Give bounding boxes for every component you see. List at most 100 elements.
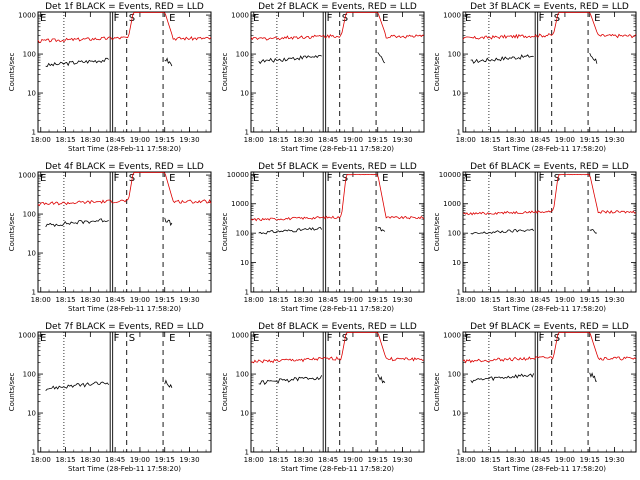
events-series-line (164, 379, 173, 388)
y-tick-label: 1000 (18, 12, 36, 20)
marker-label: E (169, 333, 175, 344)
plot-frame (37, 331, 212, 453)
marker-label: F (327, 333, 333, 344)
y-tick-label: 1000 (18, 172, 36, 180)
events-series-line (470, 373, 535, 384)
marker-label: S (554, 173, 560, 184)
y-tick-label: 1000 (231, 12, 249, 20)
events-series-line (258, 54, 322, 65)
x-axis-label: Start Time (28-Feb-11 17:58:20) (493, 305, 606, 313)
lld-series-line (37, 12, 212, 44)
panel-det-4f: Det 4f BLACK = Events, RED = LLD 1 10 100 10… (8, 162, 212, 313)
x-tick-label: 18:30 (505, 456, 525, 464)
lld-series-line (250, 332, 425, 364)
plot-frame (250, 11, 425, 133)
y-tick-label: 1000 (231, 200, 249, 208)
y-tick-label: 10 (452, 410, 461, 418)
y-tick-label: 1 (32, 129, 36, 137)
marker-label: F (539, 333, 545, 344)
x-tick-label: 18:00 (244, 136, 264, 144)
x-tick-label: 18:00 (456, 456, 476, 464)
x-tick-label: 18:45 (105, 296, 125, 304)
panel-title: Det 5f BLACK = Events, RED = LLD (258, 162, 417, 172)
events-series-line (45, 57, 109, 67)
marker-label: E (382, 173, 388, 184)
panel-det-3f: Det 3f BLACK = Events, RED = LLD 1 10 100 10… (433, 2, 637, 153)
marker-label: F (114, 13, 120, 24)
y-axis-label: Counts/sec (8, 213, 16, 252)
panel-det-6f: Det 6f BLACK = Events, RED = LLD 1 10 100 10… (433, 162, 637, 313)
events-series-line (589, 229, 597, 234)
x-tick-label: 19:15 (580, 296, 600, 304)
y-tick-label: 10 (452, 90, 461, 98)
events-series-line (589, 372, 597, 382)
x-tick-label: 18:15 (55, 296, 75, 304)
x-tick-label: 18:45 (530, 136, 550, 144)
y-axis-label: Counts/sec (221, 213, 229, 252)
x-tick-label: 19:15 (368, 136, 388, 144)
y-tick-label: 1000 (18, 332, 36, 340)
x-tick-label: 18:45 (530, 456, 550, 464)
plot-frame (37, 171, 212, 293)
marker-label: E (253, 173, 259, 184)
panel-title: Det 6f BLACK = Events, RED = LLD (470, 162, 629, 172)
y-tick-label: 10000 (227, 171, 249, 179)
x-tick-label: 19:15 (580, 136, 600, 144)
y-tick-label: 1000 (443, 332, 461, 340)
events-series-line (258, 226, 323, 235)
x-tick-label: 18:00 (244, 296, 264, 304)
lld-series-line (462, 332, 637, 364)
x-tick-label: 19:15 (155, 456, 175, 464)
x-tick-label: 18:30 (293, 456, 313, 464)
x-tick-label: 19:00 (130, 136, 150, 144)
marker-label: F (114, 173, 120, 184)
x-tick-label: 18:45 (318, 296, 338, 304)
x-tick-label: 18:00 (456, 296, 476, 304)
x-tick-label: 19:15 (580, 456, 600, 464)
panel-title: Det 9f BLACK = Events, RED = LLD (470, 322, 629, 332)
y-tick-label: 1 (32, 449, 36, 457)
plot-frame (462, 171, 637, 293)
marker-label: E (169, 13, 175, 24)
x-tick-label: 18:15 (55, 456, 75, 464)
x-axis-label: Start Time (28-Feb-11 17:58:20) (493, 145, 606, 153)
y-tick-label: 1 (32, 289, 36, 297)
panel-det-5f: Det 5f BLACK = Events, RED = LLD 1 10 100 10… (221, 162, 425, 313)
events-series-line (470, 54, 534, 64)
x-tick-label: 19:30 (179, 456, 199, 464)
x-tick-label: 19:00 (555, 136, 575, 144)
y-tick-label: 1 (457, 289, 461, 297)
x-axis-label: Start Time (28-Feb-11 17:58:20) (493, 465, 606, 473)
marker-label: F (114, 333, 120, 344)
y-tick-label: 100 (23, 211, 36, 219)
panel-title: Det 8f BLACK = Events, RED = LLD (258, 322, 417, 332)
plot-frame (250, 171, 425, 293)
y-axis-label: Counts/sec (8, 373, 16, 412)
y-axis-label: Counts/sec (221, 373, 229, 412)
x-tick-label: 19:15 (155, 296, 175, 304)
panel-title: Det 1f BLACK = Events, RED = LLD (45, 2, 204, 12)
x-tick-label: 19:15 (155, 136, 175, 144)
panel-det-1f: Det 1f BLACK = Events, RED = LLD 1 10 100 10… (8, 2, 212, 153)
events-series-line (589, 52, 598, 64)
x-tick-label: 18:30 (505, 136, 525, 144)
events-series-line (258, 375, 323, 386)
plot-frame (250, 331, 425, 453)
marker-label: F (327, 173, 333, 184)
y-tick-label: 1 (457, 449, 461, 457)
y-tick-label: 10000 (439, 171, 461, 179)
x-tick-label: 18:30 (293, 296, 313, 304)
x-axis-label: Start Time (28-Feb-11 17:58:20) (68, 305, 181, 313)
marker-label: E (465, 13, 471, 24)
x-tick-label: 19:30 (179, 136, 199, 144)
events-series-line (45, 218, 109, 228)
x-tick-label: 18:45 (105, 136, 125, 144)
panel-det-8f: Det 8f BLACK = Events, RED = LLD 1 10 100 10… (221, 322, 425, 473)
marker-label: E (253, 333, 259, 344)
y-tick-label: 100 (236, 51, 249, 59)
y-tick-label: 100 (236, 230, 249, 238)
events-series-line (164, 217, 173, 227)
y-tick-label: 10 (240, 410, 249, 418)
x-tick-label: 18:30 (80, 296, 100, 304)
